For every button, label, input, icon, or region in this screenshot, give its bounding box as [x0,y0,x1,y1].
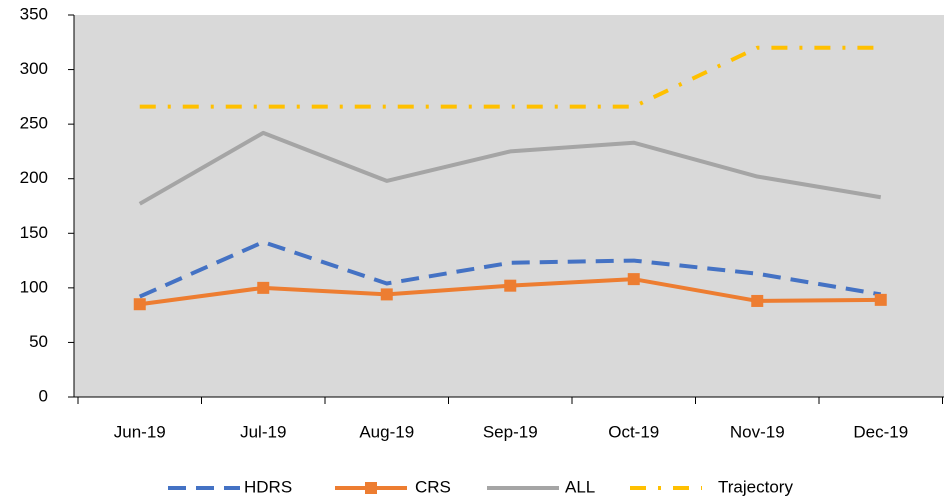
series-line [139,45,881,109]
plot-area [74,15,944,397]
x-tick-label: Aug-19 [359,422,414,441]
x-tick-label: Sep-19 [483,422,538,441]
legend-label: CRS [415,477,451,496]
legend-label: ALL [565,477,595,496]
y-tick-label: 200 [20,168,48,187]
x-tick-label: Oct-19 [608,422,659,441]
y-tick-label: 100 [20,277,48,296]
x-tick-label: Nov-19 [730,422,785,441]
x-tick-label: Dec-19 [853,422,908,441]
legend-label: HDRS [244,477,292,496]
y-tick-label: 150 [20,223,48,242]
x-tick-label: Jun-19 [114,422,166,441]
y-tick-label: 350 [20,4,48,23]
legend-marker [365,482,377,494]
y-tick-label: 300 [20,59,48,78]
y-tick-label: 0 [39,386,48,405]
marker [874,293,887,306]
y-tick-label: 50 [29,332,48,351]
marker [257,281,270,294]
marker [504,279,517,292]
marker [627,273,640,286]
x-tick-label: Jul-19 [240,422,286,441]
marker [133,298,146,311]
marker [380,288,393,301]
series-line [138,130,882,206]
legend-label: Trajectory [718,477,793,496]
marker [751,294,764,307]
y-tick-label: 250 [20,114,48,133]
